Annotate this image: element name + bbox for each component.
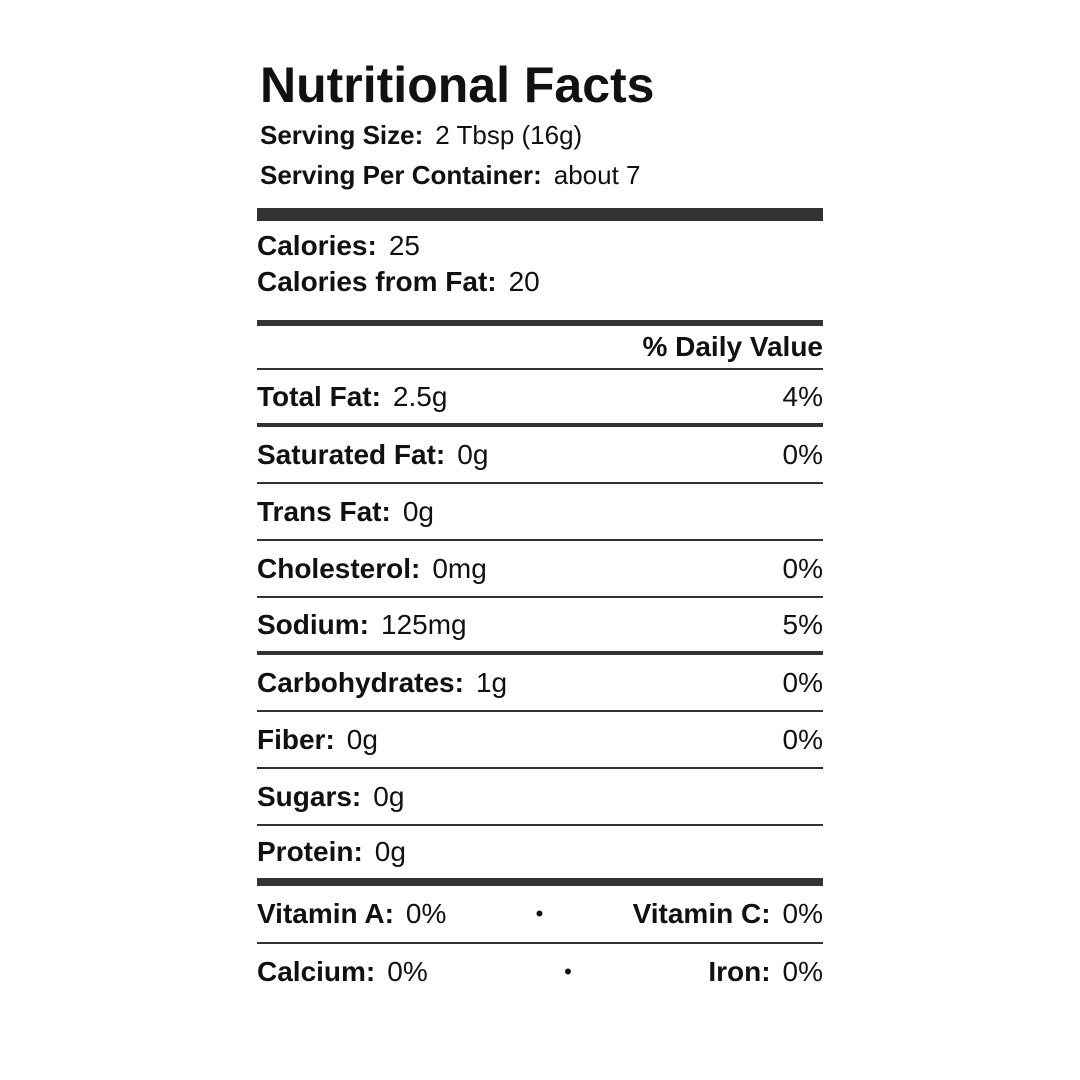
nutrient-label: Saturated Fat:: [257, 438, 446, 470]
daily-value: 4%: [782, 380, 823, 412]
daily-value-header: % Daily Value: [257, 326, 823, 370]
nutrient-label: Sodium:: [257, 608, 369, 640]
nutrient-row: Sodium: 125mg 5%: [257, 598, 823, 655]
serving-value: about 7: [553, 159, 641, 190]
nutrient-row: Carbohydrates: 1g 0%: [257, 655, 823, 712]
nutrient-row: Cholesterol: 0mg 0%: [257, 541, 823, 598]
vitamin-value: 0%: [405, 898, 447, 929]
calories-label: Calories from Fat:: [257, 266, 497, 297]
vitamin-label: Vitamin A:: [257, 898, 394, 929]
nutrient-label: Sugars:: [257, 780, 362, 812]
calories-row: Calories from Fat: 20: [257, 264, 823, 300]
nutrient-amount: 0g: [373, 780, 405, 812]
serving-value: 2 Tbsp (16g): [435, 119, 583, 150]
nutrient-amount: 1g: [475, 666, 508, 698]
nutrient-amount: 125mg: [381, 608, 467, 640]
serving-label: Serving Size:: [260, 119, 424, 150]
divider: [257, 208, 823, 221]
vitamin-value: 0%: [387, 956, 428, 987]
nutrient-amount: 0g: [402, 495, 434, 527]
nutrient-amount: 0g: [374, 836, 406, 867]
calories-value: 25: [388, 230, 420, 261]
nutrient-label: Cholesterol:: [257, 552, 421, 584]
separator: •: [564, 959, 572, 984]
vitamin-value: 0%: [782, 956, 823, 987]
daily-value: 0%: [782, 438, 823, 470]
vitamin-row: Calcium: 0% • Iron: 0%: [257, 944, 823, 1000]
vitamin-label: Iron:: [708, 956, 771, 987]
nutrient-row: Saturated Fat: 0g 0%: [257, 427, 823, 484]
title: Nutritional Facts: [260, 57, 655, 113]
vitamin-label: Calcium:: [257, 956, 376, 987]
serving-row: Serving Per Container: about 7: [257, 155, 823, 195]
nutrient-amount: 2.5g: [392, 380, 448, 412]
nutrient-row: Protein: 0g: [257, 826, 823, 878]
daily-value: 0%: [782, 723, 823, 755]
serving-label: Serving Per Container:: [260, 159, 542, 190]
calories-row: Calories: 25: [257, 228, 823, 264]
separator: •: [535, 901, 544, 926]
nutrient-label: Protein:: [257, 836, 363, 867]
daily-value: 5%: [782, 608, 823, 640]
nutrient-label: Carbohydrates:: [257, 666, 464, 698]
vitamin-row: Vitamin A: 0% • Vitamin C: 0%: [257, 886, 823, 944]
nutrient-label: Total Fat:: [257, 380, 381, 412]
vitamin-label: Vitamin C:: [632, 898, 771, 929]
nutrition-label: Nutritional Facts Serving Size: 2 Tbsp (1…: [257, 55, 823, 1000]
nutrient-row: Total Fat: 2.5g 4%: [257, 370, 823, 427]
nutrient-amount: 0g: [457, 438, 489, 470]
nutrient-label: Fiber:: [257, 723, 335, 755]
nutrient-row: Fiber: 0g 0%: [257, 712, 823, 769]
divider: [257, 878, 823, 886]
daily-value: 0%: [782, 552, 823, 584]
daily-value: 0%: [782, 666, 823, 698]
nutrient-row: Trans Fat: 0g: [257, 484, 823, 541]
vitamin-value: 0%: [782, 898, 823, 929]
serving-row: Serving Size: 2 Tbsp (16g): [257, 115, 823, 155]
nutrient-amount: 0g: [346, 723, 378, 755]
calories-label: Calories:: [257, 230, 377, 261]
nutrient-label: Trans Fat:: [257, 495, 391, 527]
divider: [257, 320, 823, 326]
calories-value: 20: [508, 266, 540, 297]
nutrient-row: Sugars: 0g: [257, 769, 823, 826]
nutrient-amount: 0mg: [432, 552, 487, 584]
